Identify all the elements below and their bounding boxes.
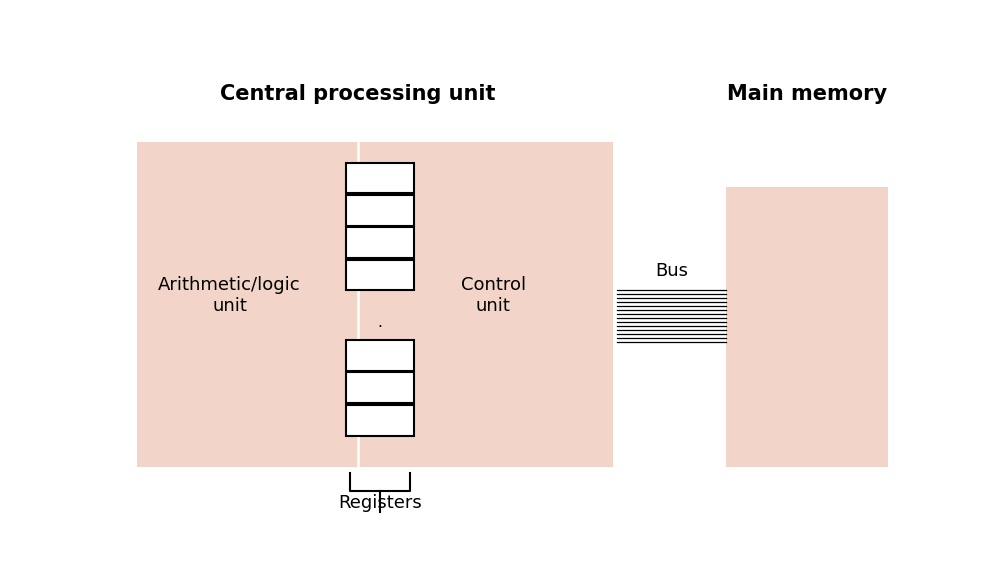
- Text: Bus: Bus: [655, 261, 688, 280]
- Bar: [346, 373, 414, 403]
- Bar: [137, 142, 613, 467]
- Bar: [346, 260, 414, 291]
- Text: Control
unit: Control unit: [461, 276, 526, 315]
- Bar: [726, 187, 888, 467]
- Text: Central processing unit: Central processing unit: [220, 84, 495, 104]
- Bar: [346, 340, 414, 371]
- Text: Registers: Registers: [338, 494, 422, 512]
- Bar: [346, 405, 414, 435]
- Text: Main memory: Main memory: [727, 84, 887, 104]
- Bar: [346, 195, 414, 226]
- Bar: [346, 163, 414, 193]
- Text: .
.
.: . . .: [378, 315, 382, 363]
- Text: Arithmetic/logic
unit: Arithmetic/logic unit: [158, 276, 301, 315]
- Bar: [346, 228, 414, 258]
